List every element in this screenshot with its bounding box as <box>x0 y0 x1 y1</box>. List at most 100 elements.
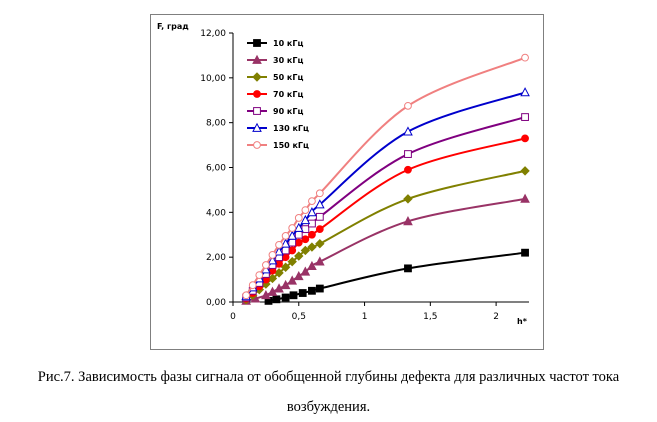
data-point <box>288 224 297 232</box>
data-point <box>521 248 529 257</box>
data-point <box>242 291 251 300</box>
data-point <box>308 230 316 239</box>
series-line <box>268 251 526 302</box>
data-point <box>275 240 283 249</box>
series-1 <box>264 248 529 305</box>
data-point <box>261 290 271 300</box>
data-point <box>315 212 324 221</box>
data-point <box>293 222 304 232</box>
data-point <box>294 238 303 247</box>
data-point <box>315 239 325 249</box>
data-point <box>300 266 311 276</box>
y-tick-label: 0,00 <box>206 298 226 308</box>
data-point <box>274 268 284 278</box>
legend-item: 50 кГц <box>247 72 303 82</box>
data-point <box>300 245 311 256</box>
data-point <box>280 279 291 290</box>
data-point <box>294 251 304 261</box>
legend-item: 70 кГц <box>247 90 303 99</box>
legend-item: 90 кГц <box>247 107 303 116</box>
data-point <box>403 216 413 226</box>
data-point <box>267 273 278 284</box>
data-point <box>315 189 324 198</box>
figure-caption: Рис.7. Зависимость фазы сигнала от обобщ… <box>0 362 657 422</box>
data-point <box>287 275 298 285</box>
legend-item: 30 кГц <box>247 54 303 65</box>
legend: 10 кГц 30 кГц 50 кГц 70 кГц 90 кГц 130 кГц 150… <box>247 39 309 150</box>
data-point <box>315 284 324 293</box>
data-point <box>288 246 297 255</box>
legend-label: 90 кГц <box>273 107 303 116</box>
y-tick-label: 2,00 <box>206 253 226 263</box>
data-point <box>248 281 257 290</box>
data-point <box>308 286 316 295</box>
y-tick-label: 10,00 <box>200 74 226 84</box>
data-point <box>293 270 304 281</box>
data-point <box>403 194 413 204</box>
series-2 <box>241 193 530 305</box>
data-point <box>404 101 412 110</box>
legend-label: 150 кГц <box>273 141 309 150</box>
legend-marker <box>253 39 261 47</box>
caption-line-1: Рис.7. Зависимость фазы сигнала от обобщ… <box>37 369 620 385</box>
data-point <box>404 150 412 158</box>
data-point <box>272 295 281 304</box>
legend-item: 130 кГц <box>247 122 309 133</box>
data-point <box>289 291 298 300</box>
data-point <box>267 286 278 296</box>
data-point <box>521 113 529 121</box>
caption-line-2: возбуждения. <box>286 399 371 415</box>
legend-item: 10 кГц <box>247 39 303 48</box>
data-point <box>314 256 325 266</box>
data-point <box>315 225 324 234</box>
x-tick-label: 2 <box>493 312 499 322</box>
data-point <box>281 293 290 302</box>
data-point <box>314 199 325 209</box>
series-4 <box>242 134 529 303</box>
data-point <box>520 193 530 203</box>
data-point <box>255 271 264 280</box>
legend-item: 150 кГц <box>247 141 309 150</box>
y-tick-label: 8,00 <box>206 119 226 129</box>
legend-marker <box>252 122 262 132</box>
chart-frame: 0,00 2,00 4,00 6,00 8,00 10,00 12,00 0 0,5 1 1,5 2 … <box>150 14 544 350</box>
x-tick-label: 0,5 <box>292 312 306 322</box>
x-tick-label: 0 <box>230 312 236 322</box>
legend-marker <box>253 141 261 149</box>
data-point <box>261 261 270 269</box>
data-point <box>404 264 412 273</box>
y-tick-label: 6,00 <box>206 164 226 174</box>
legend-marker <box>252 72 262 82</box>
data-point <box>267 255 278 265</box>
data-point <box>294 214 303 222</box>
data-point <box>287 256 297 267</box>
legend-label: 10 кГц <box>273 39 303 48</box>
data-point <box>308 197 316 206</box>
data-point <box>307 260 317 271</box>
series-7 <box>242 53 529 300</box>
legend-marker <box>253 107 261 115</box>
data-point <box>521 53 529 62</box>
data-point <box>307 242 317 252</box>
y-tick-label: 4,00 <box>206 208 226 218</box>
data-point <box>300 214 311 225</box>
data-point <box>307 207 317 217</box>
data-point <box>520 87 530 97</box>
data-point <box>280 262 291 272</box>
data-point <box>280 238 291 248</box>
x-tick-label: 1,5 <box>423 312 437 322</box>
data-point <box>287 230 298 240</box>
data-point <box>301 206 310 214</box>
legend-marker <box>252 54 262 64</box>
data-point <box>403 126 413 136</box>
data-point <box>301 235 310 244</box>
data-point <box>281 246 290 255</box>
x-axis-label: h* <box>517 317 528 326</box>
legend-marker <box>253 90 261 98</box>
data-point <box>404 165 412 174</box>
axes <box>229 32 529 306</box>
tick-labels: 0,00 2,00 4,00 6,00 8,00 10,00 12,00 0 0,5 1 1,5 2 <box>200 29 499 322</box>
legend-label: 30 кГц <box>273 56 303 65</box>
data-point <box>274 246 284 256</box>
